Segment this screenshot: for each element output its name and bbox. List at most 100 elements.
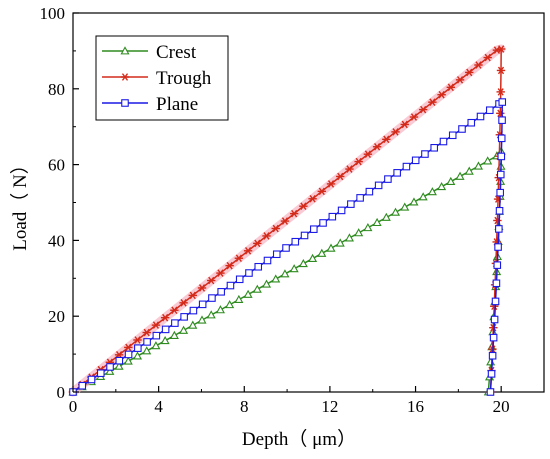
data-point: [488, 351, 497, 360]
data-point: [243, 247, 253, 255]
data-point: [402, 162, 411, 171]
data-point: [142, 328, 151, 337]
data-point: [335, 238, 345, 247]
legend: Crest Trough Plane: [95, 35, 229, 121]
series-line: [72, 100, 504, 393]
data-point: [474, 61, 483, 69]
data-point: [418, 192, 428, 201]
data-point: [217, 288, 225, 296]
data-point: [446, 176, 456, 185]
data-point: [124, 343, 133, 352]
data-point: [486, 388, 495, 396]
series-layer: [68, 44, 507, 397]
data-point: [465, 68, 474, 77]
data-point: [393, 169, 401, 177]
data-point: [381, 212, 391, 221]
data-point: [188, 320, 198, 329]
data-point: [160, 313, 170, 322]
data-point: [455, 171, 465, 180]
data-point: [124, 350, 133, 359]
legend-item-trough: Trough: [102, 68, 212, 89]
x-axis-title: Depth（ μm）: [242, 428, 356, 450]
data-point: [430, 144, 438, 152]
legend-box: [95, 35, 229, 121]
data-point: [142, 346, 152, 355]
data-point: [496, 170, 505, 179]
data-point: [493, 261, 502, 269]
data-point: [291, 237, 300, 246]
data-point: [96, 369, 105, 378]
axis-ticks: 0 4 8 12 16 20 0 20 40 60 80 100: [40, 4, 510, 416]
data-point: [123, 356, 133, 365]
data-point: [498, 116, 506, 124]
data-point: [400, 120, 409, 129]
data-point: [216, 269, 225, 277]
data-point: [197, 315, 207, 324]
data-point: [225, 300, 235, 309]
data-point: [189, 306, 198, 315]
data-point: [271, 224, 280, 233]
data-point: [497, 152, 506, 161]
legend-item-crest: Crest: [102, 42, 197, 63]
data-point: [106, 363, 114, 371]
data-point: [446, 83, 456, 92]
data-point: [326, 243, 336, 252]
data-point: [299, 202, 308, 210]
data-point: [170, 306, 179, 315]
data-point: [483, 53, 492, 62]
data-point: [490, 315, 499, 324]
data-point: [234, 294, 244, 304]
legend-label: Plane: [156, 94, 198, 115]
data-point: [390, 207, 401, 216]
data-point: [105, 366, 115, 375]
data-point: [115, 356, 124, 365]
data-point: [161, 325, 170, 334]
data-point: [365, 187, 374, 196]
data-point: [439, 137, 448, 146]
data-point: [225, 261, 234, 270]
data-point: [282, 244, 290, 252]
data-point: [308, 194, 317, 203]
series-plane: [69, 98, 507, 396]
data-point: [372, 217, 382, 227]
x-tick-label: 20: [493, 397, 510, 416]
data-point: [492, 279, 501, 288]
data-point: [485, 106, 494, 115]
data-point: [234, 254, 244, 263]
data-point: [289, 264, 299, 273]
data-point: [180, 313, 188, 321]
data-point: [372, 142, 382, 151]
data-point: [409, 113, 419, 121]
data-point: [328, 212, 337, 221]
data-point: [498, 98, 507, 106]
data-point: [310, 225, 318, 233]
data-point: [476, 112, 485, 121]
y-tick-label: 40: [48, 231, 65, 250]
data-point: [114, 361, 124, 370]
y-axis-title: Load（ N）: [9, 155, 31, 251]
data-point: [427, 187, 437, 196]
data-point: [317, 187, 327, 196]
x-tick-label: 0: [69, 397, 78, 416]
data-point: [263, 256, 272, 265]
y-tick-label: 80: [48, 80, 65, 99]
data-point: [347, 200, 355, 208]
data-point: [206, 310, 216, 319]
data-point: [319, 219, 327, 227]
data-point: [464, 166, 474, 175]
data-point: [133, 336, 142, 344]
data-point: [169, 330, 179, 339]
data-point: [496, 88, 505, 96]
data-point: [134, 344, 142, 352]
data-point: [496, 188, 504, 197]
data-point: [411, 156, 420, 165]
data-point: [226, 281, 235, 290]
data-point: [374, 181, 383, 190]
data-point: [272, 250, 281, 259]
data-point: [317, 248, 327, 257]
legend-item-plane: Plane: [102, 94, 198, 115]
series-line: [72, 48, 502, 393]
data-point: [197, 284, 207, 292]
data-point: [326, 180, 336, 188]
